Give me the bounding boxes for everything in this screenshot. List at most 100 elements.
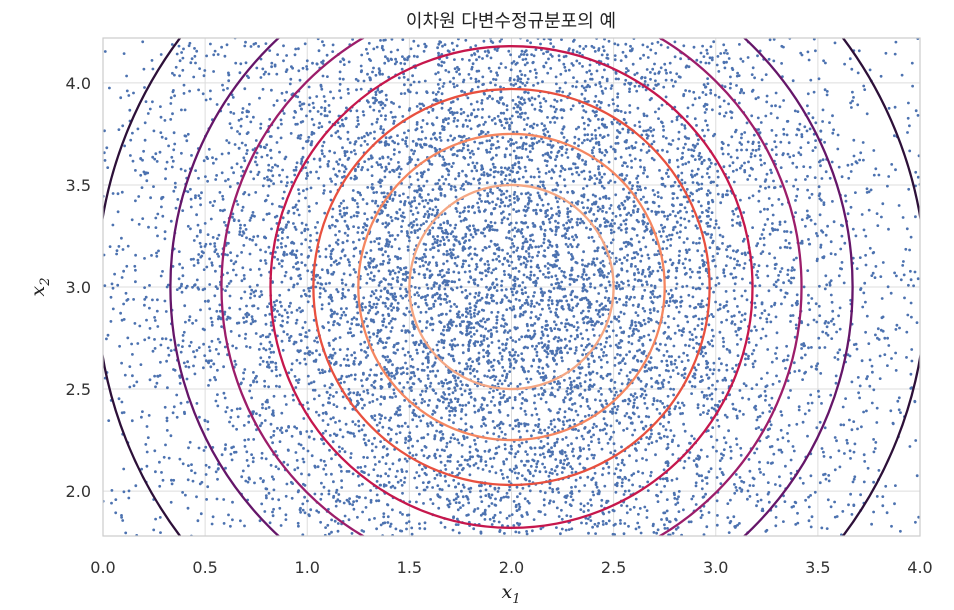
scatter-point <box>651 403 655 406</box>
scatter-point <box>159 274 163 278</box>
scatter-point <box>436 235 440 238</box>
scatter-point <box>347 387 351 391</box>
scatter-point <box>568 376 572 380</box>
scatter-point <box>871 271 875 275</box>
scatter-point <box>447 352 451 356</box>
scatter-point <box>623 111 627 114</box>
scatter-point <box>282 112 286 115</box>
scatter-point <box>721 235 725 239</box>
scatter-point <box>914 170 918 174</box>
scatter-point <box>632 404 636 408</box>
scatter-point <box>422 205 426 209</box>
scatter-point <box>386 355 389 359</box>
scatter-point <box>564 528 568 532</box>
scatter-point <box>181 462 185 466</box>
scatter-point <box>639 198 643 201</box>
scatter-point <box>699 302 703 306</box>
scatter-point <box>330 472 333 476</box>
scatter-point <box>491 420 495 423</box>
scatter-point <box>601 209 604 213</box>
scatter-point <box>224 179 227 183</box>
scatter-point <box>915 321 919 324</box>
scatter-point <box>556 339 560 343</box>
scatter-point <box>823 472 827 476</box>
scatter-point <box>252 115 255 119</box>
scatter-point <box>671 139 675 142</box>
scatter-point <box>362 423 366 427</box>
scatter-point <box>786 432 789 435</box>
scatter-point <box>436 90 440 94</box>
scatter-point <box>772 283 776 287</box>
scatter-point <box>807 238 810 241</box>
scatter-point <box>719 482 723 485</box>
scatter-point <box>783 295 787 299</box>
scatter-point <box>639 259 643 263</box>
scatter-point <box>526 295 530 299</box>
scatter-point <box>595 371 599 375</box>
scatter-point <box>701 282 704 286</box>
scatter-point <box>645 458 648 462</box>
scatter-point <box>185 139 189 143</box>
scatter-point <box>783 230 786 233</box>
scatter-point <box>563 184 567 188</box>
scatter-point <box>708 165 712 169</box>
scatter-point <box>810 297 814 300</box>
scatter-point <box>391 277 395 280</box>
scatter-point <box>353 434 356 438</box>
scatter-point <box>480 173 484 177</box>
scatter-point <box>169 349 173 352</box>
scatter-point <box>389 110 393 114</box>
scatter-point <box>734 363 738 367</box>
scatter-point <box>676 211 680 215</box>
scatter-point <box>510 114 514 118</box>
scatter-point <box>555 303 559 307</box>
scatter-point <box>262 347 266 350</box>
scatter-point <box>399 413 402 417</box>
scatter-point <box>560 131 563 135</box>
scatter-point <box>248 237 252 241</box>
scatter-point <box>170 165 174 169</box>
scatter-point <box>651 67 655 71</box>
scatter-point <box>818 314 822 317</box>
scatter-point <box>396 276 399 279</box>
scatter-point <box>340 469 343 473</box>
scatter-point <box>644 245 648 249</box>
scatter-point <box>470 53 474 57</box>
scatter-point <box>643 505 647 509</box>
scatter-point <box>386 307 390 310</box>
scatter-point <box>638 485 642 488</box>
scatter-point <box>295 318 299 322</box>
scatter-point <box>706 52 709 55</box>
scatter-point <box>718 400 721 403</box>
scatter-point <box>489 147 493 151</box>
scatter-point <box>704 269 708 273</box>
scatter-point <box>352 500 355 504</box>
scatter-point <box>459 107 463 111</box>
scatter-point <box>386 297 390 301</box>
scatter-point <box>331 43 335 47</box>
scatter-point <box>452 478 456 482</box>
scatter-point <box>733 491 737 495</box>
scatter-point <box>411 74 414 78</box>
scatter-point <box>533 107 537 111</box>
scatter-point <box>733 257 736 261</box>
scatter-point <box>395 441 399 444</box>
scatter-point <box>352 507 356 511</box>
scatter-point <box>557 282 561 285</box>
scatter-point <box>435 406 439 409</box>
scatter-point <box>178 286 182 290</box>
scatter-point <box>206 420 210 424</box>
scatter-point <box>899 529 902 533</box>
scatter-point <box>600 322 604 325</box>
scatter-point <box>501 248 504 252</box>
scatter-point <box>189 227 192 231</box>
scatter-point <box>565 344 568 347</box>
scatter-point <box>512 149 516 153</box>
scatter-point <box>247 414 251 418</box>
scatter-point <box>169 338 173 342</box>
scatter-point <box>337 493 341 496</box>
scatter-point <box>710 313 713 316</box>
scatter-point <box>905 227 909 231</box>
scatter-point <box>619 213 622 217</box>
scatter-point <box>646 222 650 226</box>
